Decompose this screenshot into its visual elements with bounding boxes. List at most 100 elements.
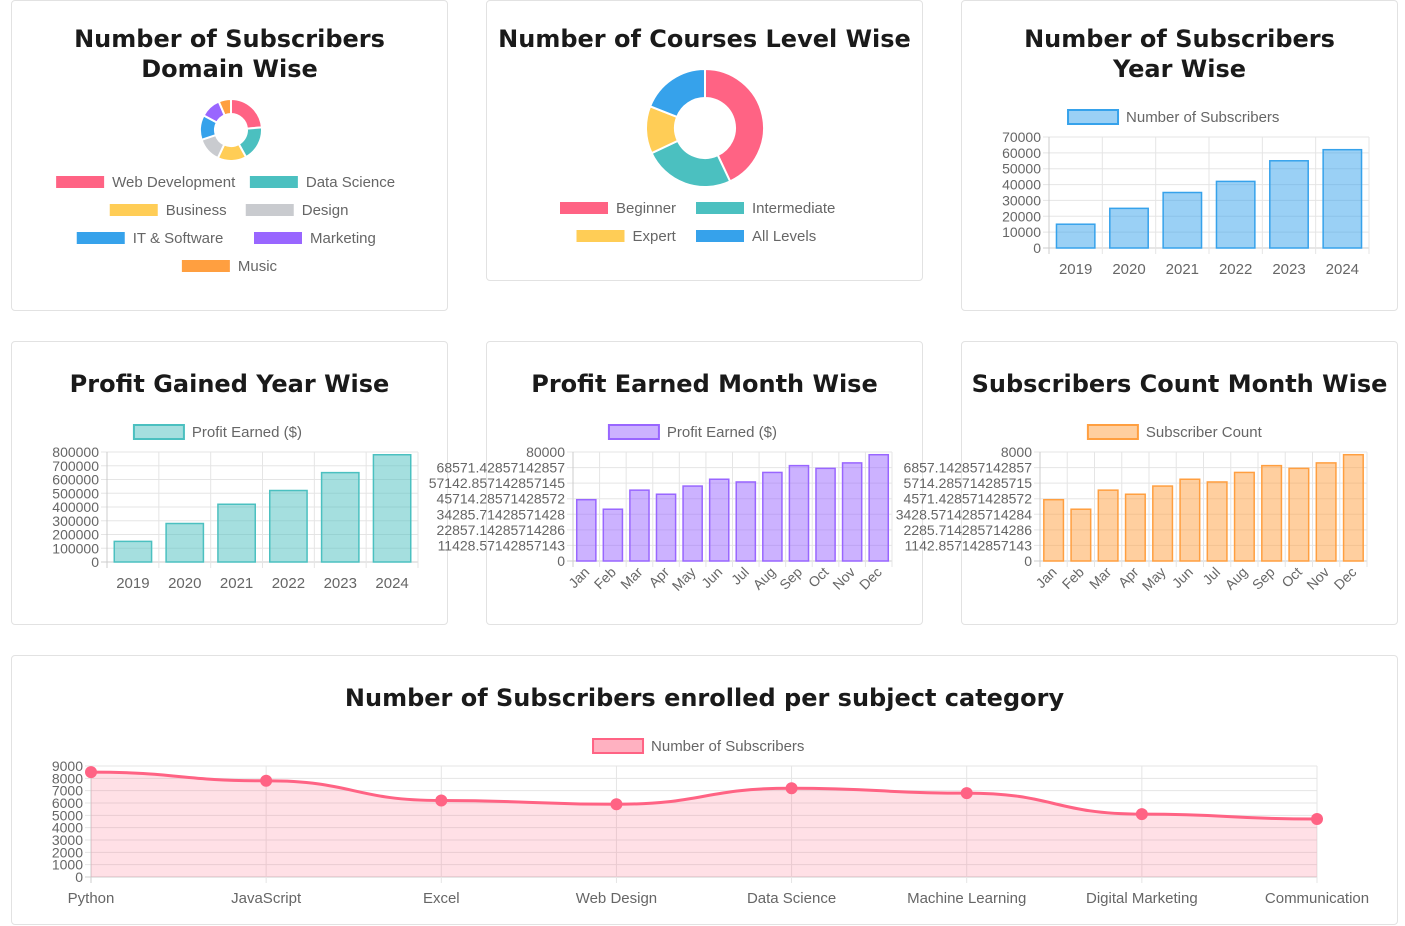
bar	[165, 522, 205, 563]
domain-doughnut-chart: Web Development Data Science Business Desig…	[56, 97, 395, 275]
bar	[735, 481, 757, 562]
legend-swatch	[254, 232, 302, 244]
y-tick-label: 8000	[52, 770, 83, 786]
bar	[1315, 462, 1337, 562]
bar	[372, 454, 412, 563]
area-fill	[91, 772, 1317, 877]
data-point	[1135, 808, 1148, 821]
y-tick-label: 1000	[52, 857, 83, 873]
y-tick-label: 45714.28571428572	[437, 491, 566, 507]
x-tick-label: Jul	[728, 564, 752, 588]
bar	[868, 453, 890, 562]
chart-title: Profit Gained Year Wise	[69, 370, 390, 398]
bar	[1097, 489, 1119, 562]
legend-swatch	[245, 204, 294, 216]
x-tick-label: 2019	[116, 575, 149, 592]
x-tick-label: Machine Learning	[907, 890, 1026, 907]
legend-label: Business	[166, 202, 227, 219]
bar	[682, 485, 703, 562]
y-tick-label: 8000	[1001, 444, 1032, 460]
y-tick-label: 30000	[1002, 192, 1041, 208]
chart-card-subscribers-month: Subscribers Count Month Wise Subscriber …	[896, 341, 1398, 625]
x-tick-label: Web Design	[576, 890, 657, 907]
bar	[1109, 207, 1149, 249]
x-tick-label: Jun	[698, 564, 725, 591]
bar	[1288, 467, 1310, 562]
pie-slice	[648, 67, 706, 119]
y-tick-label: 3428.5714285714284	[896, 506, 1032, 522]
data-point	[260, 774, 273, 787]
x-tick-label: May	[669, 564, 699, 594]
x-tick-label: Aug	[750, 564, 779, 593]
data-point	[610, 798, 623, 811]
y-tick-label: 4571.428571428572	[904, 491, 1033, 507]
bar	[113, 540, 153, 563]
y-tick-label: 60000	[1002, 145, 1041, 161]
y-tick-label: 0	[1024, 553, 1032, 569]
bar	[1322, 148, 1363, 249]
bar	[629, 489, 650, 562]
x-tick-label: 2021	[220, 575, 253, 592]
y-tick-label: 22857.14285714286	[437, 522, 566, 538]
bar	[1261, 464, 1283, 562]
bar	[762, 471, 783, 562]
x-tick-label: Mar	[617, 564, 646, 593]
y-tick-label: 80000	[526, 444, 565, 460]
legend-label: Design	[302, 202, 349, 219]
legend-swatch	[181, 260, 230, 272]
bar	[1162, 191, 1203, 249]
legend-swatch	[1086, 424, 1139, 440]
bar	[269, 489, 308, 563]
x-tick-label: Aug	[1222, 564, 1251, 593]
x-tick-label: 2024	[1326, 261, 1359, 278]
bar	[1233, 471, 1255, 562]
chart-card-profit-year: Profit Gained Year Wise Profit Earned ($…	[11, 341, 448, 625]
legend-label: All Levels	[752, 228, 816, 245]
legend-swatch	[560, 202, 608, 214]
bar	[708, 478, 730, 562]
y-tick-label: 400000	[52, 499, 99, 515]
y-tick-label: 700000	[52, 458, 99, 474]
legend-swatch	[696, 230, 744, 242]
x-tick-label: Sep	[776, 564, 805, 593]
y-tick-label: 57142.857142857145	[429, 475, 565, 491]
data-point	[1311, 813, 1323, 826]
legend-label: Music	[238, 258, 278, 275]
legend-label: Subscriber Count	[1146, 424, 1263, 441]
x-tick-label: Feb	[1059, 564, 1088, 593]
y-tick-label: 600000	[52, 472, 99, 488]
x-tick-label: Dec	[856, 564, 885, 593]
legend-label: Data Science	[306, 174, 395, 191]
x-tick-label: JavaScript	[231, 890, 302, 907]
legend-label: Intermediate	[752, 200, 835, 217]
y-tick-label: 5714.285714285715	[904, 475, 1033, 491]
x-tick-label: Nov	[829, 564, 858, 593]
level-doughnut-chart: Beginner Intermediate Expert All Levels	[560, 67, 835, 245]
y-tick-label: 6000	[52, 795, 83, 811]
chart-title: Number of Subscribers Year Wise	[1024, 25, 1335, 83]
x-tick-label: Python	[68, 890, 115, 907]
x-tick-label: Apr	[1115, 564, 1142, 591]
bar	[575, 498, 597, 562]
legend-swatch	[132, 424, 185, 440]
chart-title: Number of Courses Level Wise	[498, 25, 911, 53]
x-tick-label: 2019	[1059, 261, 1092, 278]
bar	[1206, 481, 1228, 562]
subject-category-area-chart: Number of Subscribers 0100020003000400050…	[52, 738, 1369, 907]
bar	[788, 464, 810, 562]
y-tick-label: 500000	[52, 485, 99, 501]
profit-month-bar-chart: Profit Earned ($) 011428.5714285714322857…	[429, 424, 893, 594]
legend-swatch	[76, 232, 125, 244]
x-tick-label: Sep	[1249, 564, 1278, 593]
y-tick-label: 40000	[1002, 177, 1041, 193]
pie-slice	[230, 97, 263, 130]
x-tick-label: Jun	[1169, 564, 1196, 591]
bar	[1342, 453, 1364, 562]
chart-card-subject-category: Number of Subscribers enrolled per subje…	[11, 655, 1398, 925]
bar	[655, 493, 677, 562]
y-tick-label: 3000	[52, 832, 83, 848]
series-line	[90, 770, 1318, 821]
y-tick-label: 68571.42857142857	[437, 460, 566, 476]
y-tick-label: 0	[75, 869, 83, 885]
legend-swatch	[592, 738, 645, 754]
